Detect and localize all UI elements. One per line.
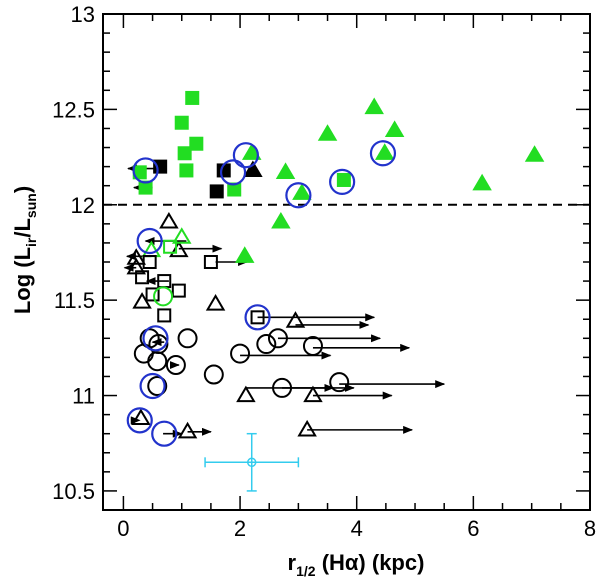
x-tick-label: 8 [584, 516, 596, 541]
blue-ring-6 [136, 227, 163, 255]
open-circles-point-8 [256, 334, 277, 355]
blue-ring-9 [139, 372, 166, 400]
green-filled-triangles-point-0 [364, 97, 384, 115]
y-tick-label: 11.5 [54, 288, 95, 313]
blue-ring-0 [132, 157, 159, 184]
blue-ring-4 [329, 168, 356, 195]
black-filled-squares-point-2 [209, 184, 224, 199]
green-filled-triangles-point-1 [384, 120, 405, 137]
open-squares-point-1 [142, 255, 157, 269]
open-triangles-point-7 [236, 385, 256, 403]
y-axis-label-sub2: sun [23, 193, 39, 218]
open-squares-point-5 [157, 308, 172, 323]
y-tick-label: 13 [71, 2, 95, 27]
x-tick-label: 2 [234, 516, 246, 541]
open-triangles-point-11 [297, 419, 317, 437]
open-circles-point-4 [147, 351, 168, 372]
green-filled-squares-point-0 [185, 90, 200, 105]
y-tick-label: 12.5 [52, 97, 95, 122]
open-squares-point-6 [203, 255, 218, 269]
green-filled-triangles-point-2 [317, 124, 338, 141]
open-triangles-point-6 [285, 311, 306, 328]
blue-ring-11 [151, 420, 178, 447]
error-point-center [246, 457, 257, 468]
green-filled-squares-point-3 [177, 146, 192, 161]
green-filled-squares-point-2 [189, 136, 204, 151]
y-axis-label: Log (Lir/Lsun) [10, 186, 39, 314]
y-tick-label: 10.5 [52, 479, 95, 504]
open-circles-point-3 [133, 343, 154, 364]
open-triangles-point-1 [169, 240, 189, 258]
x-tick-label: 4 [351, 516, 363, 541]
open-circles-point-5 [165, 355, 186, 376]
open-triangles-point-10 [177, 421, 198, 439]
open-triangles-point-8 [303, 385, 323, 403]
y-tick-label: 12 [71, 193, 95, 218]
x-axis-label: r1/2 (Hα) (kpc) [288, 550, 425, 579]
green-filled-triangles-point-10 [234, 246, 255, 263]
open-triangles-point-9 [131, 408, 151, 426]
open-circles-point-11 [147, 376, 168, 396]
black-filled-triangles-point-0 [243, 160, 263, 178]
open-circles-point-12 [272, 377, 293, 398]
open-circles-point-13 [329, 372, 350, 393]
open-green-circles-point-0 [153, 286, 174, 307]
blue-ring-8 [142, 325, 169, 352]
open-triangles-point-0 [159, 211, 179, 229]
open-green-squares-point-0 [163, 239, 178, 254]
open-squares-point-3 [145, 287, 160, 302]
y-tick-label: 11 [72, 384, 95, 409]
x-axis-label-sub: 1/2 [296, 563, 316, 579]
plot-axes: 0 2 4 6 8 10.5 11 11.5 12 12.5 13 [52, 2, 596, 541]
open-squares-point-0 [135, 270, 150, 285]
blue-ring-5 [369, 140, 397, 167]
x-axis-label-rest: (Hα) (kpc) [316, 550, 425, 575]
open-circles-point-7 [230, 343, 251, 364]
open-triangles-point-5 [205, 293, 226, 311]
x-tick-label: 0 [117, 516, 129, 541]
open-green-triangles-point-0 [171, 227, 192, 244]
blue-ring-7 [244, 304, 271, 331]
green-filled-triangles-point-9 [271, 211, 291, 229]
green-filled-triangles-point-3 [241, 143, 262, 160]
green-filled-triangles-point-8 [472, 173, 492, 191]
green-filled-squares-point-4 [179, 163, 194, 178]
y-axis-label-sub1: ir [23, 237, 39, 247]
y-axis-label-pre: Log (L [10, 247, 35, 314]
blue-ring-1 [219, 159, 247, 186]
open-squares-point-7 [250, 310, 265, 325]
y-axis-label-mid: /L [10, 218, 35, 238]
open-circles-point-2 [177, 328, 198, 349]
green-filled-triangles-point-4 [374, 143, 395, 160]
green-filled-squares-point-8 [336, 172, 351, 187]
green-filled-triangles-point-6 [524, 145, 545, 162]
blue-ring-2 [232, 142, 259, 169]
blue-ring-10 [126, 407, 153, 434]
open-circles-point-9 [267, 328, 288, 349]
plot-marks [103, 90, 590, 492]
open-squares-point-4 [171, 283, 186, 298]
green-filled-triangles-point-5 [275, 162, 296, 179]
x-tick-label: 6 [467, 516, 479, 541]
blue-ring-3 [285, 182, 312, 209]
x-axis-label-main: r [288, 550, 297, 575]
open-circles-point-6 [203, 364, 224, 385]
open-circles-point-10 [302, 335, 323, 356]
y-axis-label-post: ) [10, 186, 35, 193]
green-filled-squares-point-1 [174, 115, 189, 130]
green-filled-triangles-point-7 [292, 183, 312, 200]
open-triangles-point-2 [126, 248, 146, 265]
